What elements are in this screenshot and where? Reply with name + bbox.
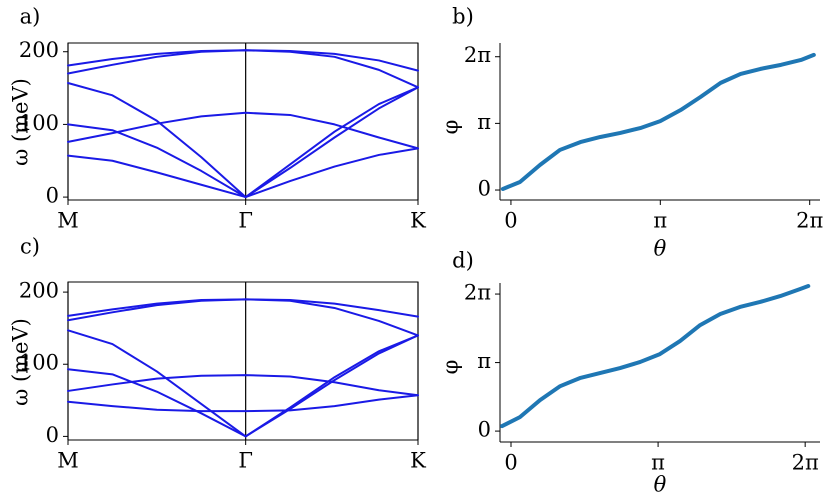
panel-label: c) (20, 235, 40, 259)
x-tick-label: Γ (238, 209, 253, 233)
x-axis-label: θ (654, 473, 667, 497)
data-line (67, 49, 419, 89)
data-line (67, 147, 419, 199)
x-tick-label: π (651, 451, 665, 475)
y-tick-label: 0 (478, 418, 491, 442)
x-tick-label: 2π (796, 209, 823, 233)
x-tick-label: M (57, 209, 79, 233)
data-line (67, 298, 419, 318)
y-tick-label: 2π (464, 43, 491, 67)
data-line (67, 81, 419, 199)
y-tick-label: 0 (478, 177, 491, 201)
x-tick-label: Γ (238, 449, 253, 473)
y-axis-label: φ (439, 120, 463, 135)
data-line (67, 298, 419, 337)
y-tick-label: 200 (19, 38, 59, 62)
x-tick-label: 0 (504, 451, 517, 475)
y-tick-label: 2π (464, 281, 491, 305)
y-tick-label: 100 (19, 351, 59, 375)
y-axis-label: ω (meV) (9, 78, 33, 166)
y-tick-label: 0 (46, 423, 59, 447)
data-line (67, 86, 419, 199)
x-tick-label: K (410, 209, 426, 233)
data-line (67, 334, 419, 438)
x-tick-label: 2π (792, 451, 819, 475)
y-tick-label: π (477, 349, 491, 373)
panel-label: b) (452, 5, 474, 29)
data-line (67, 394, 419, 413)
data-line (67, 374, 419, 397)
data-line (500, 52, 816, 191)
y-tick-label: 0 (46, 184, 59, 208)
data-line (67, 49, 419, 72)
x-tick-label: π (653, 209, 667, 233)
panel-label: d) (452, 249, 474, 273)
y-tick-label: 100 (19, 111, 59, 135)
y-tick-label: 200 (19, 279, 59, 303)
y-tick-label: π (477, 110, 491, 134)
data-line (500, 284, 811, 429)
x-tick-label: 0 (504, 209, 517, 233)
x-tick-label: M (57, 449, 79, 473)
x-tick-label: K (410, 449, 426, 473)
panel-label: a) (20, 5, 41, 29)
data-line (67, 111, 419, 150)
x-axis-label: θ (654, 237, 667, 261)
y-axis-label: ω (meV) (9, 318, 33, 406)
y-axis-label: φ (439, 360, 463, 375)
